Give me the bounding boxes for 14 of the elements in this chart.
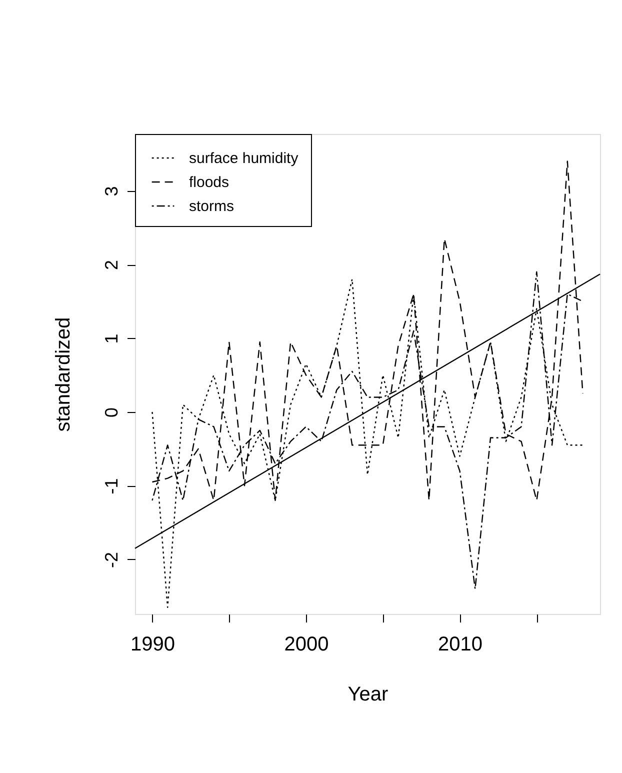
y-tick-label: -1 <box>102 478 122 494</box>
x-tick-label: 2000 <box>284 634 329 656</box>
y-tick-label: 3 <box>102 186 122 196</box>
y-axis-title: standardized <box>52 317 74 432</box>
y-tick-label: 1 <box>102 334 122 344</box>
x-axis-title: Year <box>348 684 389 706</box>
y-tick-label: 2 <box>102 260 122 270</box>
x-tick-label: 1990 <box>130 634 175 656</box>
y-tick-label: -2 <box>102 552 122 568</box>
y-tick-label: 0 <box>102 407 122 418</box>
legend-label: surface humidity <box>189 150 299 167</box>
legend-label: floods <box>189 174 230 191</box>
legend-label: storms <box>189 198 234 215</box>
x-tick-label: 2010 <box>438 634 483 656</box>
